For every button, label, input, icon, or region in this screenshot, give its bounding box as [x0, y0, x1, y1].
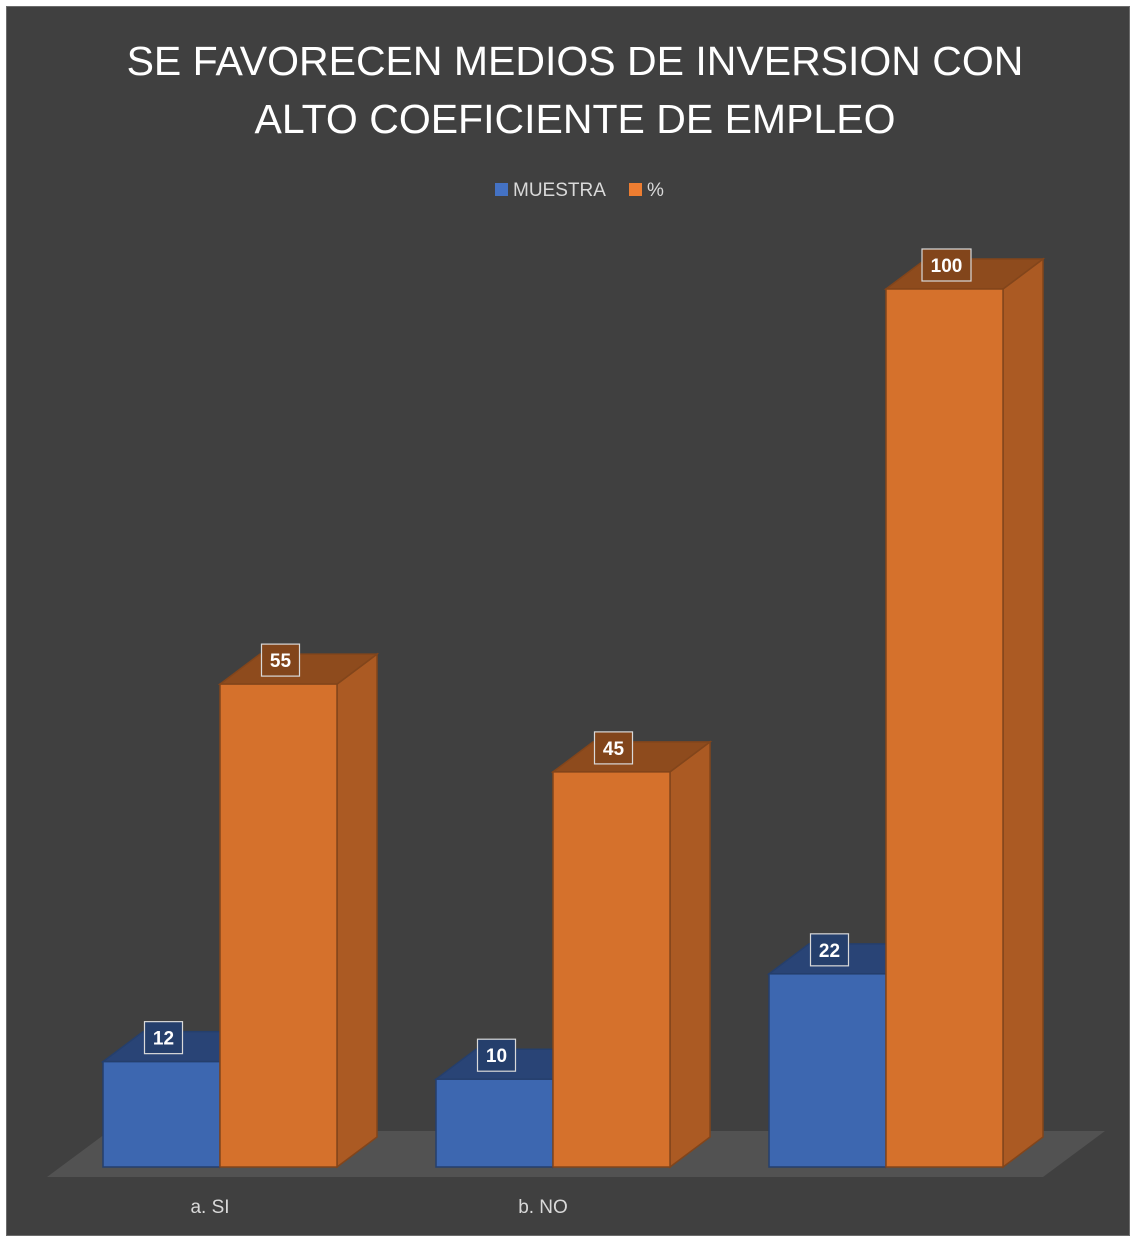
legend-label-percent: %	[647, 180, 664, 201]
x-tick-label-0: a. SI	[190, 1197, 229, 1218]
bar-chart: SE FAVORECEN MEDIOS DE INVERSION CON ALT…	[47, 38, 1105, 1218]
data-label-muestra-2: 22	[819, 941, 840, 962]
bar-muestra-2	[768, 973, 887, 1168]
chart-frame: SE FAVORECEN MEDIOS DE INVERSION CON ALT…	[6, 6, 1130, 1236]
data-label-box-muestra-1	[476, 1038, 517, 1072]
data-label-box-muestra-2	[809, 933, 850, 967]
data-label-percent-0: 55	[270, 651, 292, 672]
legend-swatch-percent	[629, 183, 642, 196]
bar-side-percent-2	[1002, 257, 1044, 1169]
data-label-percent-1: 45	[603, 739, 625, 760]
bar-muestra-0	[102, 1060, 221, 1168]
bar-muestra-1	[435, 1078, 554, 1168]
chart-title-line-2: ALTO COEFICIENTE DE EMPLEO	[255, 96, 896, 142]
data-label-muestra-0: 12	[153, 1029, 174, 1050]
bar-percent-2	[885, 288, 1004, 1168]
x-tick-label-1: b. NO	[518, 1197, 568, 1218]
legend: MUESTRA %	[495, 180, 664, 201]
data-label-muestra-1: 10	[486, 1046, 507, 1067]
data-label-box-percent-2	[921, 248, 972, 282]
data-label-box-percent-1	[593, 731, 634, 765]
bar-percent-0	[219, 683, 338, 1168]
bar-percent-1	[552, 771, 671, 1168]
bar-side-percent-1	[669, 740, 711, 1169]
legend-swatch-muestra	[495, 183, 508, 196]
data-label-box-muestra-0	[143, 1021, 184, 1055]
data-label-percent-2: 100	[931, 256, 963, 277]
chart-title-line-1: SE FAVORECEN MEDIOS DE INVERSION CON	[127, 38, 1024, 84]
bars-group: 12 55 10 45 22 100	[100, 248, 1046, 1169]
legend-label-muestra: MUESTRA	[513, 180, 606, 201]
data-label-box-percent-0	[260, 643, 301, 677]
x-axis-ticks: a. SI b. NO	[190, 1197, 567, 1218]
bar-side-percent-0	[336, 652, 378, 1169]
